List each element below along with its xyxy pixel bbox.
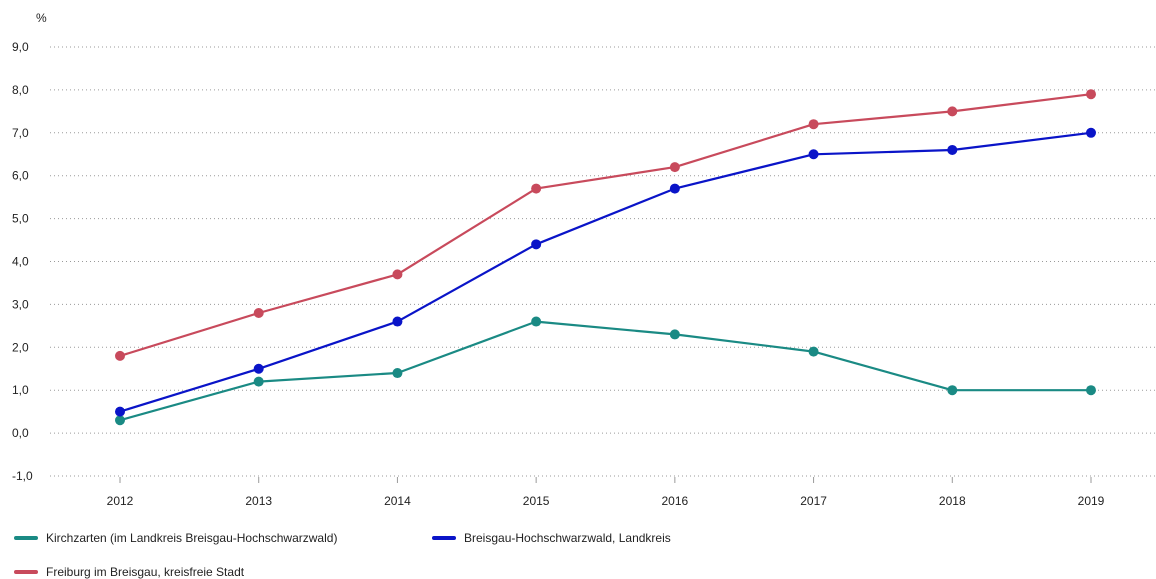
series-1: [115, 127, 1096, 417]
y-axis-unit: %: [36, 11, 47, 25]
data-point[interactable]: [392, 316, 403, 327]
data-point[interactable]: [253, 363, 264, 374]
data-point[interactable]: [669, 329, 680, 340]
series-line: [119, 93, 1092, 357]
data-point[interactable]: [1086, 89, 1096, 100]
x-tick-label: 2017: [800, 494, 827, 508]
y-tick-label: 7,0: [12, 126, 29, 140]
data-point[interactable]: [1086, 385, 1096, 396]
series-2: [115, 89, 1096, 361]
data-point[interactable]: [392, 368, 403, 379]
data-point[interactable]: [115, 350, 125, 361]
data-point[interactable]: [947, 144, 958, 155]
series-0: [115, 316, 1096, 426]
y-tick-label: 2,0: [12, 340, 29, 354]
legend-swatch-kirchzarten: [14, 536, 38, 540]
legend-item-breisgau-hochschwarzwald[interactable]: Breisgau-Hochschwarzwald, Landkreis: [432, 531, 671, 545]
legend-label-breisgau-hochschwarzwald: Breisgau-Hochschwarzwald, Landkreis: [464, 531, 671, 545]
x-axis-ticks: 2012 2013 2014 2015 2016 2017 2018 2019: [107, 477, 1105, 508]
legend-label-kirchzarten: Kirchzarten (im Landkreis Breisgau-Hochs…: [46, 531, 338, 545]
data-point[interactable]: [531, 183, 542, 194]
data-point[interactable]: [808, 149, 819, 160]
y-tick-label: 3,0: [12, 297, 29, 311]
x-tick-label: 2018: [939, 494, 966, 508]
y-tick-label: 5,0: [12, 212, 29, 226]
y-tick-label: 0,0: [12, 426, 29, 440]
data-point[interactable]: [669, 183, 680, 194]
y-tick-label: -1,0: [12, 469, 33, 483]
data-point[interactable]: [531, 316, 542, 327]
y-tick-label: 8,0: [12, 83, 29, 97]
legend-swatch-freiburg: [14, 570, 38, 574]
x-tick-label: 2015: [523, 494, 550, 508]
legend-swatch-breisgau-hochschwarzwald: [432, 536, 456, 540]
data-point[interactable]: [1086, 127, 1096, 138]
x-tick-label: 2013: [245, 494, 272, 508]
y-tick-label: 6,0: [12, 169, 29, 183]
x-tick-label: 2012: [107, 494, 134, 508]
data-point[interactable]: [115, 406, 125, 417]
x-tick-label: 2019: [1078, 494, 1105, 508]
data-point[interactable]: [947, 385, 958, 396]
y-tick-label: 1,0: [12, 383, 29, 397]
legend-label-freiburg: Freiburg im Breisgau, kreisfreie Stadt: [46, 565, 245, 579]
data-point[interactable]: [253, 376, 264, 387]
data-point[interactable]: [531, 239, 542, 250]
x-tick-label: 2016: [662, 494, 689, 508]
x-tick-label: 2014: [384, 494, 411, 508]
y-tick-label: 9,0: [12, 40, 29, 54]
gridlines: [50, 46, 1156, 477]
data-point[interactable]: [808, 346, 819, 357]
y-tick-label: 4,0: [12, 255, 29, 269]
legend-item-kirchzarten[interactable]: Kirchzarten (im Landkreis Breisgau-Hochs…: [14, 531, 337, 545]
y-axis-ticks: -1,0 0,0 1,0 2,0 3,0 4,0 5,0 6,0 7,0 8,0 9,0: [12, 40, 33, 483]
data-point[interactable]: [947, 106, 958, 117]
data-point[interactable]: [669, 162, 680, 173]
data-point[interactable]: [115, 415, 125, 426]
series-lines: [115, 89, 1096, 426]
data-point[interactable]: [392, 269, 403, 280]
series-line: [119, 131, 1092, 413]
data-point[interactable]: [808, 119, 819, 130]
series-line: [119, 320, 1091, 422]
data-point[interactable]: [253, 307, 264, 318]
legend-item-freiburg[interactable]: Freiburg im Breisgau, kreisfreie Stadt: [14, 565, 244, 579]
